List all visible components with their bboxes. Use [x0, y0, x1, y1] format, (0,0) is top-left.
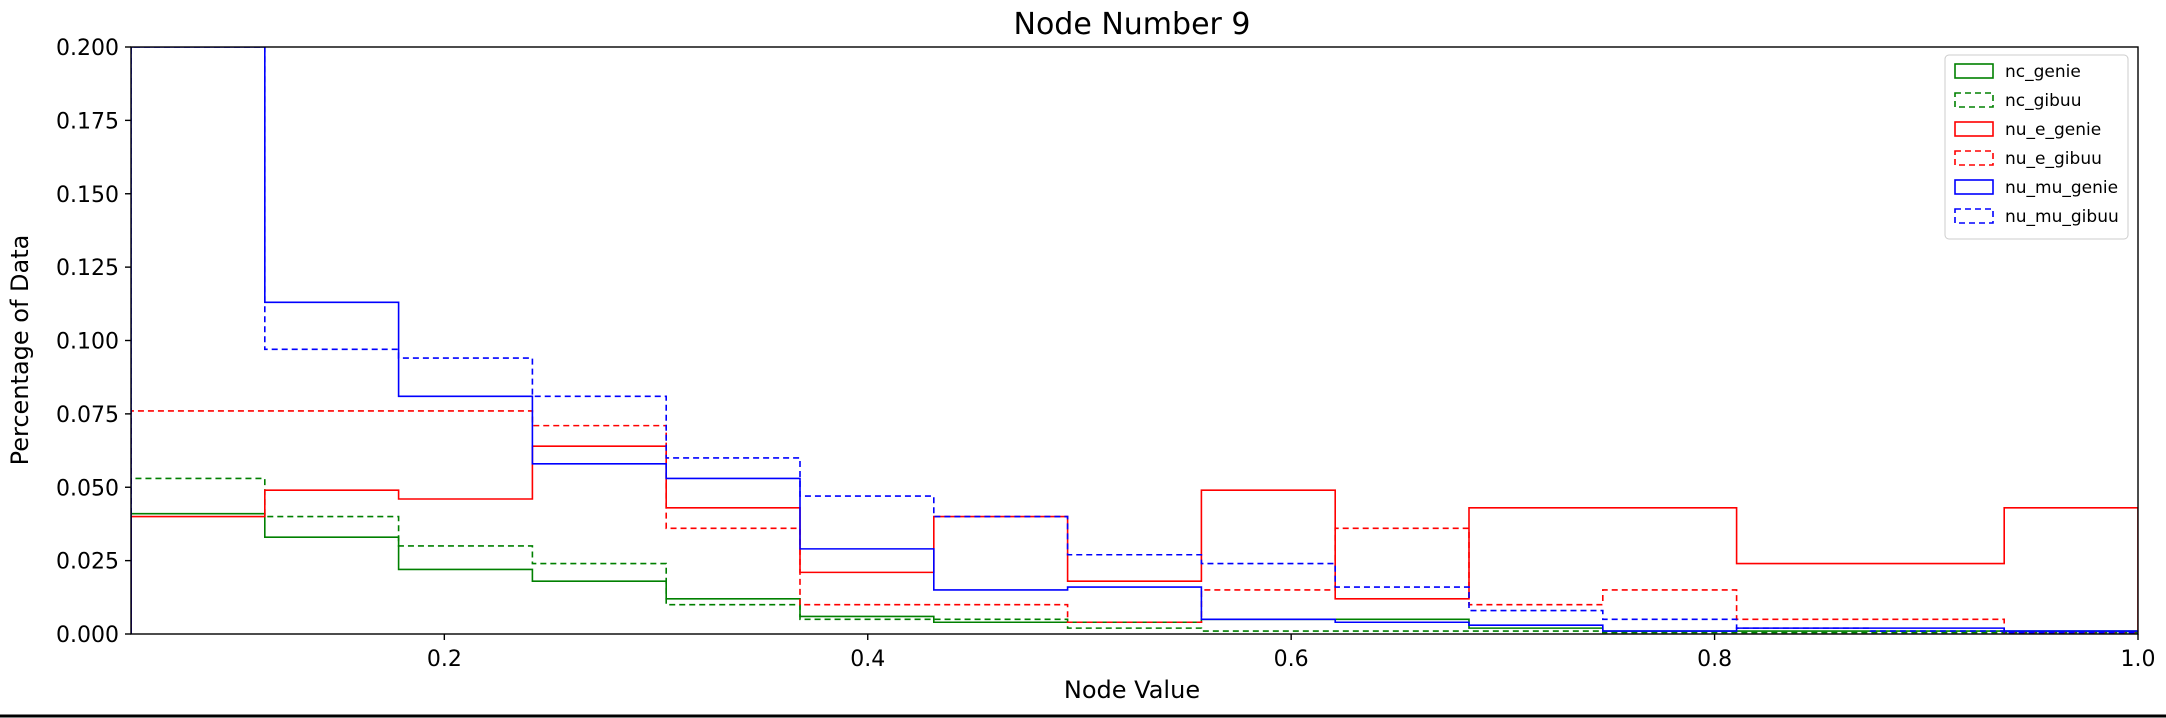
- y-tick-label: 0.050: [56, 476, 119, 501]
- y-tick-label: 0.000: [56, 623, 119, 648]
- legend-label: nc_genie: [2005, 62, 2081, 82]
- legend-label: nu_mu_genie: [2005, 178, 2118, 198]
- legend-swatch: [1954, 179, 1994, 195]
- legend-swatch: [1954, 208, 1994, 224]
- x-axis-label: Node Value: [1064, 676, 1200, 704]
- axes: 0.000 0.025 0.050 0.075 0.100 0.125 0.150 0.175…: [56, 36, 2155, 672]
- legend-swatch: [1954, 121, 1994, 137]
- legend-swatch: [1954, 63, 1994, 79]
- plot-area: [131, 47, 2138, 634]
- y-tick-label: 0.025: [56, 550, 119, 575]
- x-tick-label: 0.6: [1274, 647, 1309, 672]
- y-tick-label: 0.125: [56, 256, 119, 281]
- legend-entry-nc-gibuu: nc_gibuu: [1954, 91, 2081, 111]
- legend-box: [1944, 54, 2129, 240]
- legend-label: nu_e_gibuu: [2005, 149, 2102, 169]
- series-nc-gibuu: [131, 477, 2138, 634]
- legend-label: nc_gibuu: [2005, 91, 2081, 111]
- legend-entry-nu-mu-genie: nu_mu_genie: [1954, 178, 2118, 198]
- legend-entry-nu-e-genie: nu_e_genie: [1954, 120, 2101, 140]
- x-tick-label: 0.4: [850, 647, 885, 672]
- legend-entry-nu-e-gibuu: nu_e_gibuu: [1954, 149, 2102, 169]
- y-tick-label: 0.175: [56, 109, 119, 134]
- series-nu-mu-gibuu: [131, 47, 2138, 634]
- legend-entry-nc-genie: nc_genie: [1954, 62, 2081, 82]
- x-tick-label: 0.8: [1697, 647, 1732, 672]
- legend-label: nu_mu_gibuu: [2005, 207, 2119, 227]
- y-tick-label: 0.150: [56, 183, 119, 208]
- legend-swatch: [1954, 150, 1994, 166]
- x-tick-label: 0.2: [427, 647, 462, 672]
- y-tick-label: 0.075: [56, 403, 119, 428]
- chart-title: Node Number 9: [1014, 7, 1251, 42]
- legend-label: nu_e_genie: [2005, 120, 2101, 140]
- y-axis-label: Percentage of Data: [6, 235, 34, 466]
- y-tick-label: 0.200: [56, 36, 119, 61]
- y-tick-label: 0.100: [56, 330, 119, 355]
- legend-swatch: [1954, 92, 1994, 108]
- legend: nc_genie nc_gibuu nu_e_genie nu_e_gibuu nu_m…: [1944, 54, 2129, 240]
- x-tick-label: 1.0: [2121, 647, 2156, 672]
- legend-entry-nu-mu-gibuu: nu_mu_gibuu: [1954, 207, 2119, 227]
